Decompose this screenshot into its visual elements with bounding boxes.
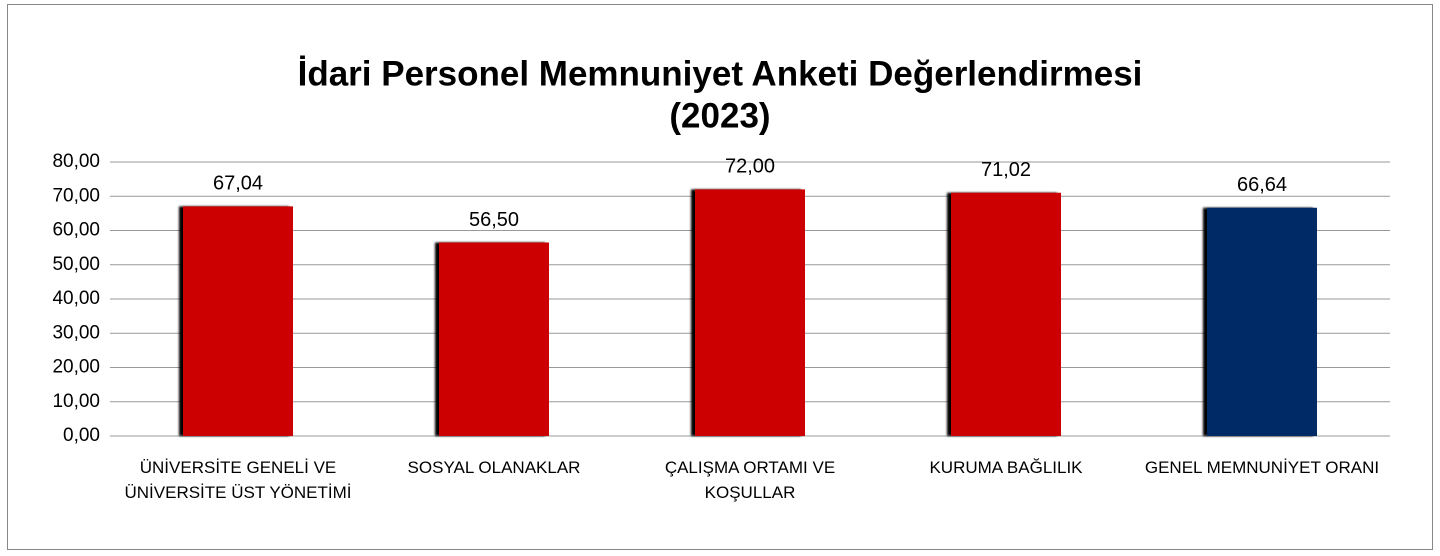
y-tick-label: 10,00 xyxy=(52,391,100,412)
x-tick-label: ÜNİVERSİTE GENELİ VE ÜNİVERSİTE ÜST YÖNE… xyxy=(124,458,352,502)
value-label: 67,04 xyxy=(213,173,263,195)
x-tick-label: ÇALIŞMA ORTAMI VE KOŞULLAR xyxy=(664,458,836,502)
value-label: 72,00 xyxy=(725,156,775,178)
bar xyxy=(183,206,293,436)
value-label: 66,64 xyxy=(1237,174,1287,196)
value-label: 71,02 xyxy=(981,159,1031,181)
chart-title: İdari Personel Memnuniyet Anketi Değerle… xyxy=(298,54,1143,93)
value-label: 56,50 xyxy=(469,209,519,231)
y-tick-label: 0,00 xyxy=(63,425,100,446)
x-tick-label: KURUMA BAĞLILIK xyxy=(929,458,1083,477)
y-tick-label: 60,00 xyxy=(52,220,100,241)
y-tick-label: 50,00 xyxy=(52,254,100,275)
x-tick-label: GENEL MEMNUNİYET ORANI xyxy=(1144,458,1380,477)
y-tick-label: 40,00 xyxy=(52,288,100,309)
chart-title: (2023) xyxy=(669,96,770,135)
y-tick-label: 30,00 xyxy=(52,322,100,343)
bar xyxy=(695,189,805,436)
bar xyxy=(951,192,1061,436)
x-tick-label: SOSYAL OLANAKLAR xyxy=(407,458,581,477)
y-tick-label: 20,00 xyxy=(52,357,100,378)
bar xyxy=(439,242,549,436)
y-tick-label: 80,00 xyxy=(52,151,100,172)
y-tick-label: 70,00 xyxy=(52,185,100,206)
bar xyxy=(1207,207,1317,436)
